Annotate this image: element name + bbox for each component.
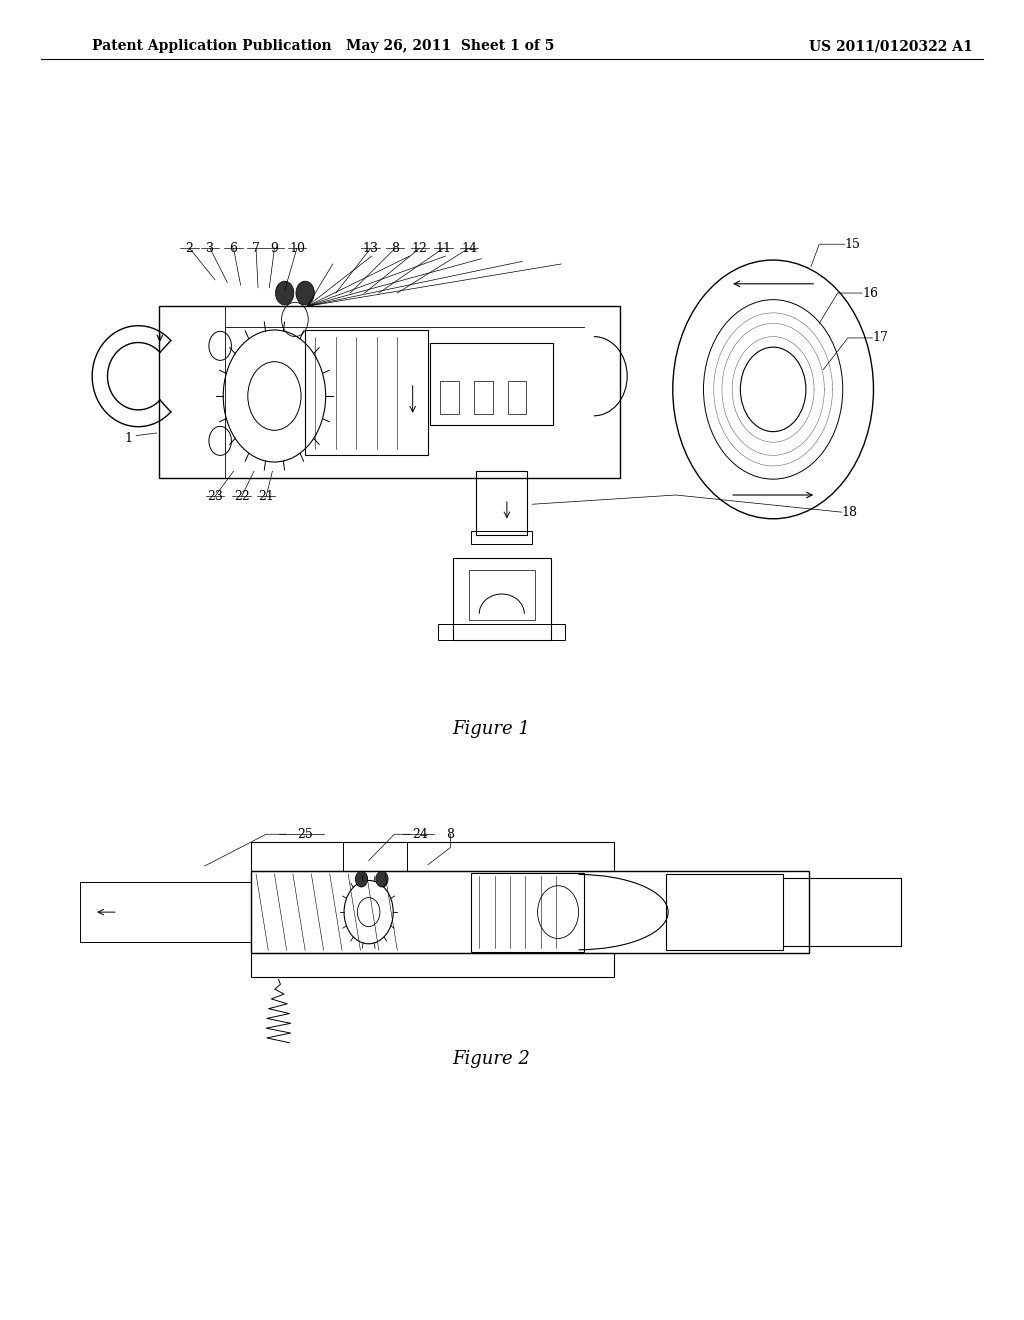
Text: 3: 3	[206, 242, 214, 255]
Text: 10: 10	[289, 242, 305, 255]
Text: 6: 6	[229, 242, 238, 255]
Text: 11: 11	[435, 242, 452, 255]
Bar	[305, 330, 428, 455]
Text: 15: 15	[845, 238, 861, 251]
Bar	[430, 343, 553, 425]
Text: 14: 14	[461, 242, 477, 255]
Text: 12: 12	[412, 242, 428, 255]
Bar	[251, 871, 809, 953]
Circle shape	[275, 281, 294, 305]
Text: 24: 24	[412, 828, 428, 841]
Text: 13: 13	[362, 242, 379, 255]
Bar	[440, 381, 459, 414]
Bar	[159, 306, 620, 478]
Text: Patent Application Publication: Patent Application Publication	[92, 40, 332, 53]
Bar	[469, 570, 535, 620]
Text: Figure 1: Figure 1	[453, 719, 530, 738]
Bar	[343, 842, 407, 871]
Bar	[251, 842, 614, 871]
Text: 16: 16	[862, 286, 879, 300]
Text: 23: 23	[207, 490, 223, 503]
Circle shape	[376, 871, 388, 887]
Text: 1: 1	[124, 432, 132, 445]
Bar	[471, 531, 532, 544]
Bar	[438, 624, 565, 640]
Circle shape	[296, 281, 314, 305]
Text: 9: 9	[270, 242, 279, 255]
Bar	[251, 953, 614, 977]
Text: May 26, 2011  Sheet 1 of 5: May 26, 2011 Sheet 1 of 5	[346, 40, 555, 53]
Bar	[476, 471, 527, 535]
Bar	[508, 381, 526, 414]
Text: 7: 7	[252, 242, 260, 255]
Circle shape	[355, 871, 368, 887]
Bar	[474, 381, 493, 414]
Text: 8: 8	[391, 242, 399, 255]
Text: 8: 8	[446, 828, 455, 841]
Text: 17: 17	[872, 331, 889, 345]
Text: 22: 22	[233, 490, 250, 503]
Text: 2: 2	[185, 242, 194, 255]
Text: 25: 25	[297, 828, 313, 841]
Text: US 2011/0120322 A1: US 2011/0120322 A1	[809, 40, 973, 53]
Bar	[666, 874, 783, 950]
Text: 18: 18	[842, 506, 858, 519]
Text: Figure 2: Figure 2	[453, 1049, 530, 1068]
Text: 21: 21	[258, 490, 274, 503]
Bar	[471, 873, 584, 952]
Bar	[453, 558, 551, 640]
